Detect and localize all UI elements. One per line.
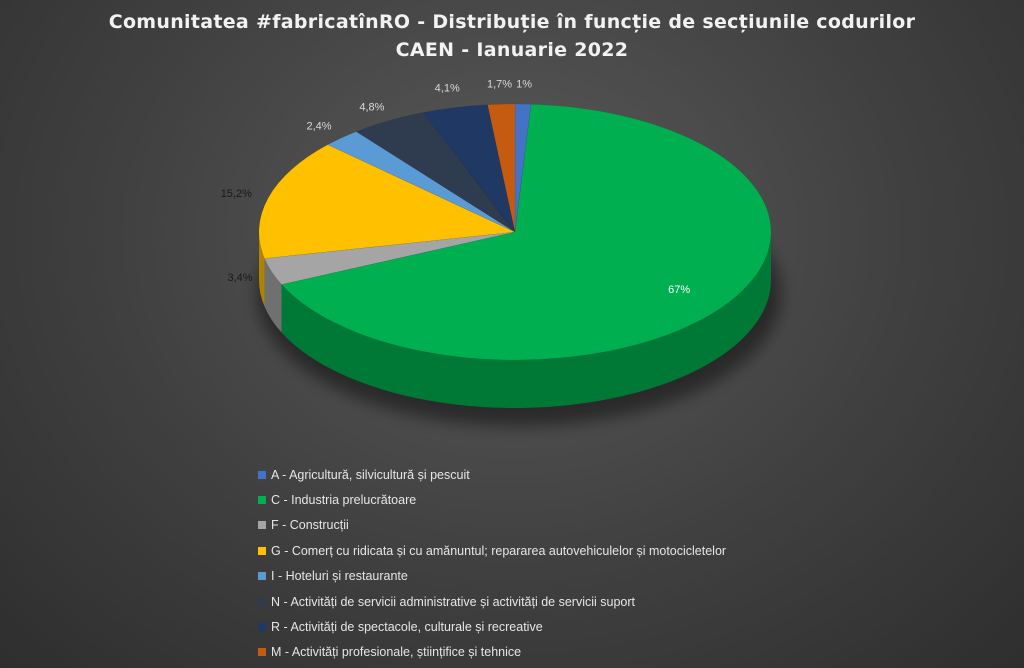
data-label-m: 1,7%	[487, 79, 512, 91]
chart-title-line-1: Comunitatea #fabricatînRO - Distribuție …	[108, 11, 916, 33]
pie-slice-f	[264, 231, 516, 285]
legend-item-n: N - Activități de servicii administrativ…	[258, 589, 726, 614]
legend-swatch	[258, 496, 266, 505]
legend-label: C - Industria prelucrătoare	[271, 493, 417, 508]
data-label-i: 2,4%	[306, 121, 331, 133]
legend-swatch	[258, 546, 266, 555]
legend-label: R - Activități de spectacole, culturale …	[271, 620, 543, 635]
pie-slice-g	[258, 144, 517, 259]
legend-item-r: R - Activități de spectacole, culturale …	[258, 614, 726, 639]
chart-title: Comunitatea #fabricatînRO - Distribuție …	[0, 8, 1024, 64]
chart-legend: A - Agricultură, silvicultură și pescuit…	[258, 462, 726, 665]
legend-label: N - Activități de servicii administrativ…	[271, 594, 636, 609]
data-label-r: 4,1%	[435, 82, 460, 94]
legend-label: I - Hoteluri și restaurante	[271, 569, 408, 584]
legend-swatch	[258, 597, 266, 606]
legend-item-c: C - Industria prelucrătoare	[258, 487, 726, 512]
data-label-n: 4,8%	[359, 101, 384, 113]
pie-side-f	[264, 258, 282, 333]
legend-label: G - Comerț cu ridicata și cu amănuntul; …	[271, 543, 727, 558]
pie-slice-i	[327, 131, 516, 233]
legend-swatch	[258, 572, 266, 581]
pie-slice-m	[487, 103, 516, 233]
legend-swatch	[258, 623, 266, 632]
data-label-c: 67%	[668, 284, 690, 296]
legend-swatch	[258, 648, 266, 657]
legend-item-f: F - Construcții	[258, 513, 726, 538]
pie-slice-n	[355, 112, 516, 233]
legend-label: F - Construcții	[271, 518, 349, 533]
legend-label: A - Agricultură, silvicultură și pescuit	[271, 467, 470, 482]
pie-side-c	[281, 232, 771, 408]
legend-item-m: M - Activități profesionale, științifice…	[258, 640, 726, 665]
legend-swatch	[258, 470, 266, 479]
data-label-g: 15,2%	[221, 188, 252, 200]
pie-slice-r	[422, 104, 516, 233]
data-label-f: 3,4%	[227, 272, 252, 284]
legend-swatch	[258, 521, 266, 530]
chart-title-line-2: CAEN - Ianuarie 2022	[395, 39, 629, 61]
data-label-a: 1%	[516, 78, 532, 90]
pie-slice-a	[514, 103, 532, 233]
pie-side-g	[259, 232, 265, 307]
pie-slice-c	[280, 103, 772, 361]
legend-item-i: I - Hoteluri și restaurante	[258, 564, 726, 589]
legend-item-g: G - Comerț cu ridicata și cu amănuntul; …	[258, 538, 726, 563]
legend-label: M - Activități profesionale, științifice…	[271, 645, 522, 660]
legend-item-a: A - Agricultură, silvicultură și pescuit	[258, 462, 726, 487]
